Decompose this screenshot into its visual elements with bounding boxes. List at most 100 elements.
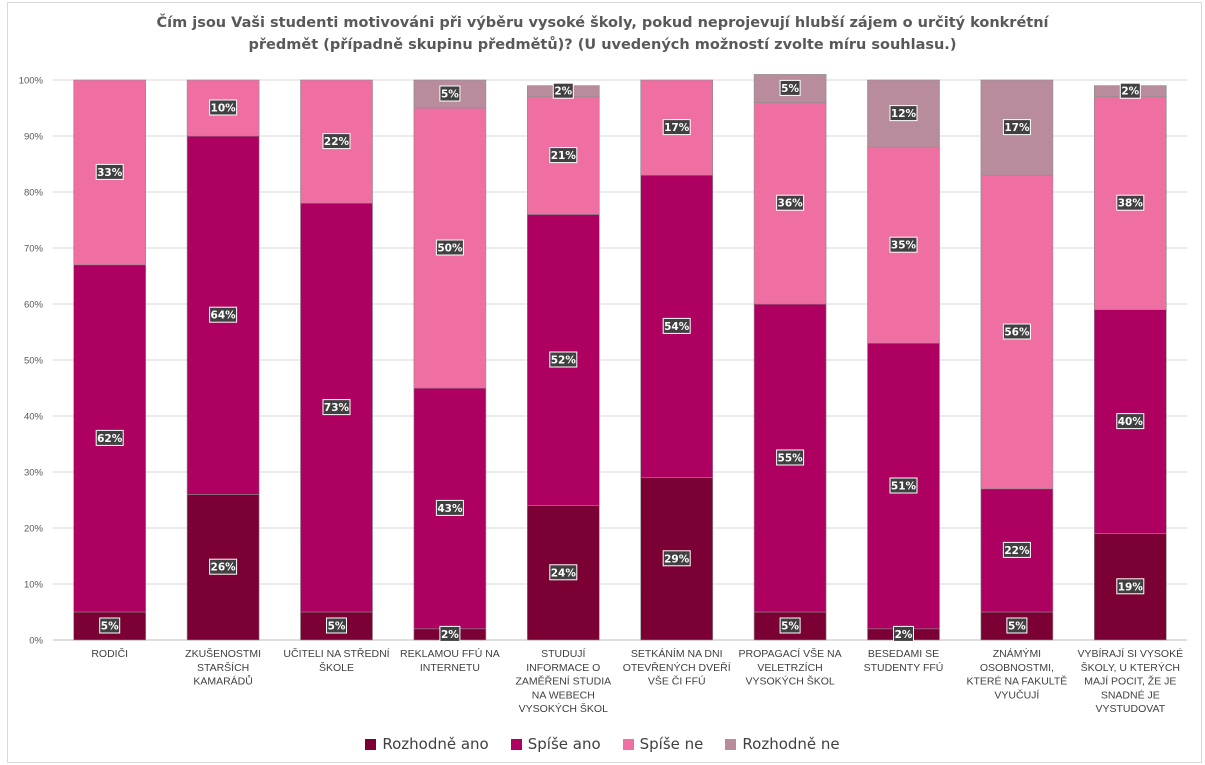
data-label: 5% — [779, 79, 801, 96]
data-label-box — [322, 133, 351, 150]
data-label: 17% — [662, 119, 691, 136]
chart-title-line-1: Čím jsou Vaši studenti motivováni při vý… — [156, 15, 1049, 31]
legend-label: Rozhodně ano — [382, 735, 489, 753]
data-label-text: 43% — [437, 503, 463, 515]
y-tick-label: 90% — [24, 132, 44, 143]
legend-label: Spíše ano — [527, 735, 601, 753]
data-label-box — [889, 477, 918, 494]
y-axis: 0% 10% 20% 30% 40% 50% 60% 70% 80% 90% 100% — [19, 76, 44, 647]
x-tick-label-line: VELETRZÍCH — [757, 661, 822, 674]
x-tick-label: RODIČI — [91, 647, 128, 660]
data-label-box — [779, 617, 801, 634]
data-label: 19% — [1116, 578, 1145, 595]
x-tick-label-line: RODIČI — [91, 647, 128, 660]
x-tick-label-line: VYUČUJÍ — [994, 688, 1039, 701]
x-tick-label: ZKUŠENOSTMI STARŠÍCH KAMARÁDŮ — [185, 647, 261, 688]
x-tick-label-line: NA WEBECH — [532, 689, 595, 701]
y-tick-label: 20% — [24, 524, 44, 535]
data-label: 22% — [322, 133, 351, 150]
data-label: 21% — [549, 147, 578, 164]
data-label-text: 2% — [895, 629, 913, 641]
data-label: 73% — [322, 399, 351, 416]
data-label: 24% — [549, 564, 578, 581]
legend-swatch — [365, 738, 377, 750]
x-tick-label-line: VŠE ČI FFÚ — [648, 675, 706, 688]
data-label-text: 5% — [328, 621, 346, 633]
legend-swatch — [622, 738, 634, 750]
data-label: 35% — [889, 236, 918, 253]
y-tick-label: 50% — [24, 356, 44, 367]
data-label-text: 17% — [664, 122, 690, 134]
data-labels: 5% 62% 33% 26% 64% 10% 5% 73% 22% 2% 43% 50% 5% 24% 52… — [95, 79, 1145, 642]
data-label-text: 5% — [781, 83, 799, 95]
x-tick-label-line: SNADNÉ JE — [1101, 688, 1160, 701]
data-label: 33% — [95, 163, 124, 180]
data-label: 5% — [1006, 617, 1028, 634]
data-label-text: 5% — [1008, 621, 1026, 633]
data-label-box — [209, 558, 238, 575]
data-label: 26% — [209, 558, 238, 575]
data-label-box — [439, 625, 461, 642]
data-label-box — [549, 147, 578, 164]
y-tick-label: 100% — [19, 76, 44, 87]
data-label-text: 52% — [551, 355, 577, 367]
legend-label: Rozhodně ne — [742, 735, 840, 753]
x-tick-label-line: MAJÍ POCIT, ŽE JE — [1084, 675, 1176, 688]
data-label: 5% — [779, 617, 801, 634]
x-tick-label: VYBÍRAJÍ SI VYSOKÉ ŠKOLY, U KTERÝCH MAJÍ P… — [1077, 647, 1183, 715]
data-label-text: 55% — [778, 453, 804, 465]
legend-label: Spíše ne — [639, 735, 704, 753]
x-tick-label-line: STUDUJÍ — [541, 647, 585, 660]
x-tick-label: PROPAGACÍ VŠE NA VELETRZÍCH VYSOKÝCH ŠKOL — [739, 647, 842, 688]
y-tick-label: 0% — [29, 636, 43, 647]
y-tick-label: 40% — [24, 412, 44, 423]
data-label-box — [435, 239, 464, 256]
x-tick-label-line: STUDENTY FFÚ — [864, 661, 944, 674]
data-label-text: 73% — [324, 402, 350, 414]
data-label-text: 12% — [891, 108, 917, 120]
data-label-text: 38% — [1118, 198, 1144, 210]
data-label-box — [439, 85, 461, 102]
data-label: 29% — [662, 550, 691, 567]
data-label: 2% — [439, 625, 461, 642]
data-label-text: 2% — [441, 629, 459, 641]
x-tick-label-line: VYSOKÝCH ŠKOL — [745, 675, 834, 688]
data-label-box — [322, 399, 351, 416]
chart-title-line-2: předmět (případně skupinu předmětů)? (U … — [248, 37, 957, 53]
x-tick-label-line: ZKUŠENOSTMI — [185, 647, 261, 660]
data-label-text: 5% — [101, 621, 119, 633]
x-tick-label: BESEDAMI SE STUDENTY FFÚ — [864, 648, 944, 674]
data-label-text: 40% — [1118, 416, 1144, 428]
data-label: 64% — [209, 306, 238, 323]
data-label-text: 22% — [1004, 545, 1030, 557]
data-label-box — [776, 194, 805, 211]
data-label-box — [209, 99, 238, 116]
data-label: 2% — [1119, 82, 1141, 99]
data-label-text: 5% — [781, 621, 799, 633]
data-label-box — [889, 236, 918, 253]
data-label-box — [779, 79, 801, 96]
data-label-text: 24% — [551, 567, 577, 579]
data-label: 5% — [326, 617, 347, 634]
data-label-box — [1116, 413, 1145, 430]
data-label-box — [776, 449, 805, 466]
data-label: 17% — [1002, 119, 1031, 136]
data-label: 40% — [1116, 413, 1145, 430]
legend-item: Rozhodně ne — [725, 735, 840, 753]
x-tick-label-line: OSOBNOSTMI, — [980, 662, 1054, 674]
x-tick-label-line: KAMARÁDŮ — [193, 675, 253, 688]
data-label-box — [549, 564, 578, 581]
x-tick-label-line: REKLAMOU FFÚ NA — [400, 647, 500, 660]
data-label-box — [1002, 323, 1031, 340]
data-label: 43% — [435, 499, 464, 516]
x-tick-label: UČITELI NA STŘEDNÍ ŠKOLE — [283, 647, 389, 674]
data-label: 38% — [1116, 194, 1145, 211]
data-label-text: 36% — [778, 198, 804, 210]
bars — [73, 74, 1167, 641]
data-label-box — [549, 351, 578, 368]
data-label: 2% — [552, 82, 574, 99]
data-label: 10% — [209, 99, 238, 116]
data-label-text: 22% — [324, 136, 350, 148]
data-label-box — [1119, 82, 1141, 99]
data-label-text: 5% — [441, 89, 459, 101]
